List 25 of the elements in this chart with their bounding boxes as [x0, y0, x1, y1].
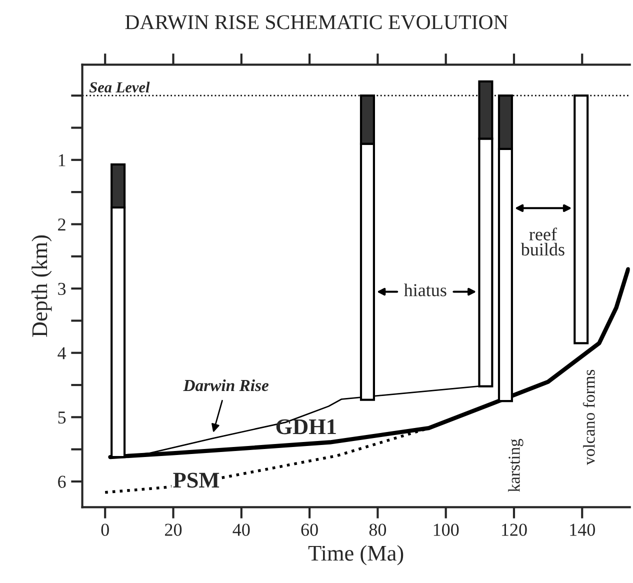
y-tick-label: 4 [58, 347, 66, 360]
x-tick-label: 140 [570, 524, 595, 536]
y-tick-label: 2 [58, 218, 66, 230]
y-tick-label: 6 [58, 476, 66, 488]
chart-title: DARWIN RISE SCHEMATIC EVOLUTION [125, 15, 508, 30]
text: Darwin Rise [183, 379, 269, 392]
x-axis-title: Time (Ma) [308, 545, 404, 566]
y-axis-title: Depth (km) [32, 235, 52, 337]
ref-line-label: Sea Level [89, 82, 150, 92]
series-label: GDH1 [276, 419, 336, 434]
x-tick-label: 0 [101, 524, 109, 536]
y-tick-label: 3 [58, 282, 66, 295]
y-tick-label: 1 [58, 154, 66, 166]
series-label: PSM [173, 472, 220, 488]
annotation: reef builds [520, 228, 564, 256]
x-tick-label: 80 [369, 524, 386, 536]
x-tick-label: 60 [301, 524, 318, 536]
annotation: volcano forms [582, 370, 595, 466]
x-tick-label: 40 [232, 524, 250, 536]
x-tick-label: 100 [434, 524, 459, 536]
x-tick-label: 120 [502, 524, 527, 536]
y-tick-label: 5 [58, 412, 66, 424]
x-tick-label: 20 [165, 524, 182, 536]
annotation: karsting [508, 438, 524, 492]
annotation: hiatus [404, 284, 446, 296]
